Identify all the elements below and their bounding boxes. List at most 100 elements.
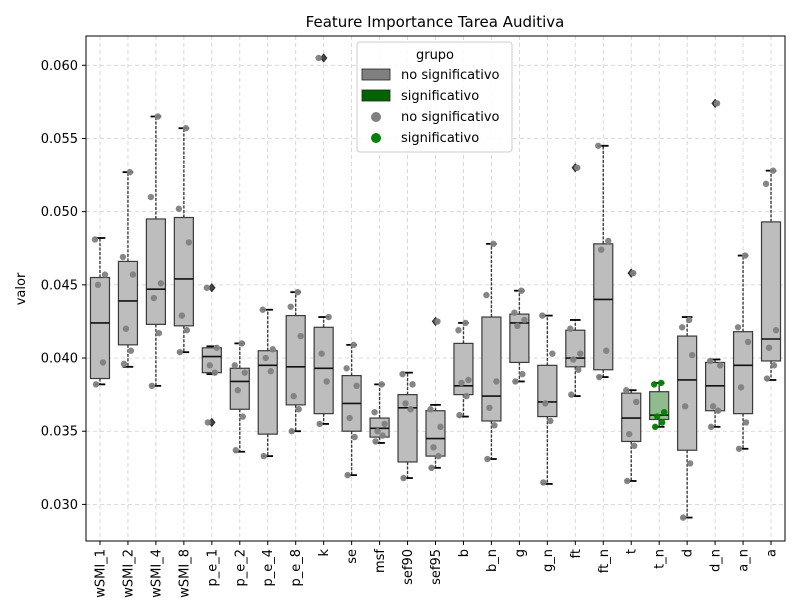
data-point: [119, 253, 127, 261]
data-point: [379, 432, 386, 439]
data-point: [211, 369, 219, 376]
x-tick-label: p_e_4: [261, 549, 276, 587]
data-point: [549, 350, 556, 357]
data-point: [458, 379, 465, 387]
data-point: [297, 332, 304, 340]
box: [677, 335, 698, 451]
data-point: [372, 438, 379, 445]
data-point: [409, 381, 416, 388]
data-point: [94, 281, 102, 289]
data-point: [259, 306, 266, 313]
box: [145, 218, 167, 325]
data-point: [99, 359, 107, 366]
data-point: [176, 348, 184, 356]
x-tick-label: wSMI_8: [177, 549, 192, 598]
data-point: [182, 125, 190, 132]
data-points: [91, 54, 780, 521]
data-point: [630, 269, 637, 277]
data-point: [570, 356, 577, 363]
data-point: [437, 423, 444, 431]
data-point: [679, 514, 687, 521]
data-point: [770, 362, 778, 369]
legend-label-no-significativo-box: no significativo: [401, 68, 500, 83]
data-point: [598, 246, 605, 253]
data-point: [737, 384, 745, 391]
x-tick-label: a_n: [737, 549, 752, 572]
data-point: [427, 406, 434, 413]
legend-marker-significativo: [371, 133, 381, 143]
data-point: [350, 341, 357, 349]
data-point: [547, 417, 554, 425]
legend-label-no-significativo-point: no significativo: [401, 110, 500, 125]
legend-swatch-significativo: [361, 89, 391, 102]
data-point: [323, 378, 330, 385]
data-point: [288, 428, 295, 435]
data-point: [344, 471, 351, 479]
data-point: [539, 312, 546, 319]
data-point: [521, 316, 528, 324]
legend-marker-no-significativo: [371, 112, 381, 122]
data-point: [155, 329, 163, 337]
data-point: [204, 419, 212, 426]
data-point: [575, 366, 582, 373]
data-point: [399, 370, 406, 378]
data-point: [206, 362, 214, 369]
box: [537, 364, 558, 418]
data-point: [633, 398, 640, 406]
data-point: [709, 403, 717, 410]
data-point: [463, 392, 470, 400]
data-point: [688, 351, 696, 359]
data-point: [127, 347, 135, 354]
data-point: [660, 408, 668, 416]
data-point: [653, 413, 661, 420]
y-axis-label: valor: [14, 272, 29, 305]
data-point: [685, 316, 693, 324]
data-point: [126, 168, 134, 176]
data-point: [185, 239, 193, 246]
data-point: [657, 379, 665, 387]
data-point: [456, 411, 463, 419]
data-point: [92, 381, 100, 388]
data-point: [150, 294, 158, 302]
data-point: [540, 479, 547, 486]
box: [89, 276, 111, 380]
data-point: [402, 400, 409, 407]
data-point: [238, 340, 245, 347]
data-point: [178, 312, 186, 319]
data-point: [772, 327, 780, 334]
data-point: [316, 420, 323, 428]
data-point: [707, 423, 715, 431]
data-point: [741, 252, 749, 259]
legend: grupo no significativo significativo no …: [356, 41, 513, 153]
data-point: [769, 167, 777, 174]
x-tick-label: b_n: [485, 549, 500, 572]
data-point: [714, 407, 722, 414]
x-tick-label: d: [681, 549, 696, 557]
data-point: [651, 423, 659, 431]
data-point: [455, 327, 462, 334]
data-point: [147, 193, 155, 201]
data-point: [763, 375, 771, 382]
data-point: [658, 419, 666, 426]
data-point: [371, 408, 378, 416]
x-axis: wSMI_1 wSMI_2 wSMI_4 wSMI_8 p_e_1 p_e_2 p_e_4 p…: [93, 541, 780, 598]
x-tick-label: g_n: [541, 549, 556, 572]
data-point: [122, 325, 130, 332]
data-point: [101, 271, 109, 278]
x-tick-label: a: [765, 549, 780, 557]
x-tick-label: ft_n: [597, 549, 612, 573]
data-point: [267, 368, 274, 375]
data-point: [343, 365, 350, 372]
data-point: [234, 387, 241, 394]
data-point: [353, 382, 360, 390]
y-tick-label: 0.030: [41, 498, 78, 513]
data-point: [518, 287, 525, 294]
data-point: [400, 474, 407, 482]
data-point: [762, 180, 770, 188]
data-point: [295, 406, 302, 413]
data-point: [519, 370, 526, 378]
x-tick-label: sef90: [401, 549, 416, 585]
x-tick-label: wSMI_4: [149, 549, 164, 598]
data-point: [605, 237, 612, 245]
